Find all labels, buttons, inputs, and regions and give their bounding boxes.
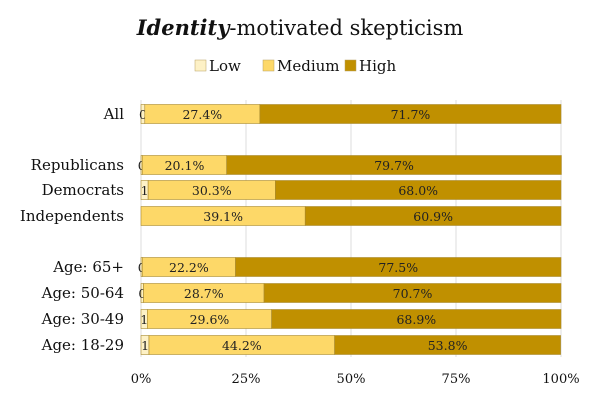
data-label-high: 68.9% bbox=[396, 312, 436, 327]
data-label-high: 68.0% bbox=[398, 183, 438, 198]
x-axis-ticks: 0% 25% 50% 75% 100% bbox=[131, 372, 580, 387]
legend-swatch-low bbox=[194, 59, 207, 72]
bar-segment-high bbox=[263, 283, 562, 303]
bar-segment-high bbox=[235, 257, 562, 277]
data-label-medium: 20.1% bbox=[165, 158, 205, 173]
chart-title-rest: -motivated skepticism bbox=[229, 16, 463, 40]
data-label-medium: 44.2% bbox=[222, 338, 262, 353]
data-label-high: 71.7% bbox=[391, 107, 431, 122]
data-label-high: 70.7% bbox=[393, 286, 433, 301]
bar-segment-high bbox=[275, 180, 562, 200]
x-tick-label: 100% bbox=[542, 372, 579, 387]
data-label-medium: 27.4% bbox=[182, 107, 222, 122]
bar-segment-high bbox=[259, 104, 562, 124]
legend: Low Medium High bbox=[194, 57, 396, 75]
data-label-medium: 28.7% bbox=[184, 286, 224, 301]
bar-segment-high bbox=[334, 335, 561, 355]
bars: All0.9%27.4%71.7%Republicans0.3%20.1%79.… bbox=[20, 104, 562, 355]
category-label: Age: 18-29 bbox=[41, 336, 124, 354]
data-label-medium: 22.2% bbox=[169, 260, 209, 275]
data-label-medium: 29.6% bbox=[190, 312, 230, 327]
bar-segment-high bbox=[226, 155, 562, 175]
x-tick-label: 75% bbox=[442, 372, 471, 387]
data-label-medium: 30.3% bbox=[192, 183, 232, 198]
x-tick-label: 25% bbox=[232, 372, 261, 387]
x-tick-label: 0% bbox=[131, 372, 152, 387]
x-tick-label: 50% bbox=[337, 372, 366, 387]
category-label: All bbox=[103, 105, 125, 123]
legend-label-medium: Medium bbox=[277, 57, 340, 75]
data-label-high: 53.8% bbox=[428, 338, 468, 353]
category-label: Independents bbox=[20, 207, 124, 225]
data-label-high: 60.9% bbox=[413, 209, 453, 224]
bar-segment-high bbox=[304, 206, 562, 226]
legend-swatch-medium bbox=[262, 59, 275, 72]
category-label: Age: 50-64 bbox=[41, 284, 124, 302]
category-label: Age: 65+ bbox=[52, 258, 124, 276]
chart-title: Identity-motivated skepticism bbox=[136, 15, 464, 40]
chart-title-emphasis: Identity bbox=[136, 15, 232, 40]
data-label-medium: 39.1% bbox=[203, 209, 243, 224]
legend-swatch-high bbox=[344, 59, 357, 72]
category-label: Democrats bbox=[42, 181, 124, 199]
data-label-high: 79.7% bbox=[374, 158, 414, 173]
category-label: Age: 30-49 bbox=[41, 310, 124, 328]
bar-segment-high bbox=[271, 309, 562, 329]
category-label: Republicans bbox=[31, 156, 124, 174]
legend-label-high: High bbox=[359, 57, 396, 75]
legend-label-low: Low bbox=[209, 57, 241, 75]
data-label-high: 77.5% bbox=[378, 260, 418, 275]
